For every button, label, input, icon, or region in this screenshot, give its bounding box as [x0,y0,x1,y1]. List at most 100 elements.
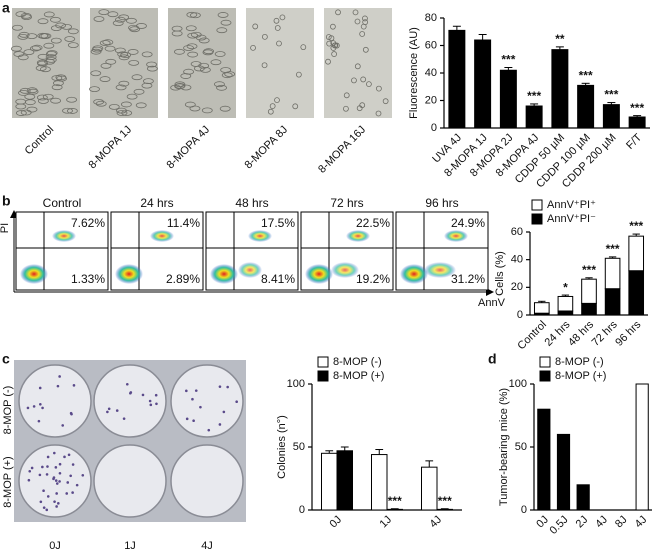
error-bar [440,508,449,510]
legend-label: AnnV⁺PI⁺ [547,199,596,211]
colony [26,406,30,410]
significance: *** [527,89,541,103]
significance: *** [438,494,452,508]
cell [216,84,227,91]
plot-title: 24 hrs [140,196,173,210]
colony [191,397,194,401]
cell [250,44,256,51]
colony [185,389,188,393]
quadrant-percent: 2.89% [166,272,200,286]
cell [216,27,228,34]
y-tick-label: 60 [425,39,437,51]
quadrant-percent: 19.2% [356,272,390,286]
cell [100,62,112,69]
x-tick-label: 8J [613,514,630,531]
bar [604,288,621,316]
colony [141,393,145,397]
cell [330,23,336,30]
cell-cluster [238,262,262,278]
legend-label: 8-MOP (-) [333,356,382,368]
colony [45,508,49,512]
colony [54,479,58,482]
row-label: 8-MOP (+) [2,456,14,507]
cell [126,17,137,24]
y-axis-label: Fluorescence (AU) [408,27,420,119]
legend-swatch [317,356,329,368]
significance: ** [555,32,565,46]
cell [274,97,280,104]
colony [55,492,58,495]
colony [81,473,85,477]
significance: *** [501,53,515,67]
y-tick-label: 40 [425,67,437,79]
y-tick-label: 20 [425,94,437,106]
significance: *** [629,219,643,233]
colony [56,384,60,388]
quadrant-percent: 31.2% [451,272,485,286]
bar [604,257,621,290]
error-bar [632,233,640,237]
cell [38,33,50,39]
x-tick-label: 96 hrs [613,318,643,348]
colony [66,481,70,484]
cell [183,68,194,75]
cell [360,23,367,30]
colony [154,393,158,397]
cell [46,50,58,56]
error-bar [607,102,616,105]
cell [142,78,154,85]
cell [114,47,126,54]
colony [46,495,50,498]
cell [31,44,43,51]
dish [18,364,92,438]
y-tick-label: 100 [287,378,305,390]
column-label: 4J [201,540,213,552]
cell [102,39,114,46]
cell [328,35,335,42]
bar [576,484,590,511]
x-tick-label: F/T [624,131,644,151]
colony [155,402,158,406]
y-tick-label: 100 [509,378,527,390]
cell-cluster [444,230,468,242]
y-tick-label: 0 [431,122,437,134]
cell [90,70,102,77]
cell [375,110,382,117]
x-tick-label: 72 hrs [590,318,620,348]
cell [121,110,133,116]
cell [90,48,102,55]
colony [38,473,42,477]
cell [43,11,55,18]
cell [35,65,47,72]
colony [41,465,44,469]
cell [24,93,36,100]
error-bar [633,115,642,117]
cell [343,92,350,99]
cell [15,11,27,18]
legend-swatch [317,370,329,382]
colony [235,400,238,403]
cell [354,63,361,70]
cell [326,40,333,47]
cell [331,42,338,49]
dish [93,364,167,438]
error-bar [340,446,349,451]
bar [386,508,403,511]
colony [53,500,56,503]
image-label: 8-MOPA 8J [242,124,290,172]
colony [192,419,195,423]
cell [51,84,63,91]
cell [376,85,382,92]
cell [53,80,64,87]
colony [107,407,111,411]
colony [71,463,75,466]
bar [525,105,543,129]
cell [36,94,48,101]
cell [252,23,259,30]
cell [351,77,357,84]
cell [171,30,183,37]
cell [18,90,29,96]
significance: *** [630,101,644,115]
cell [89,86,100,93]
bar [581,278,597,304]
